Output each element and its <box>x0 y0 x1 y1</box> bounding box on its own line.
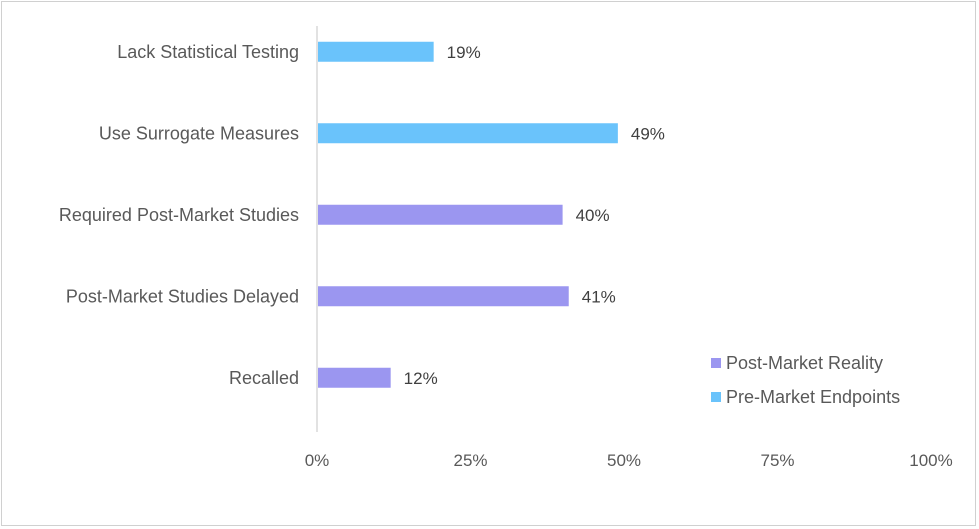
legend-label: Post-Market Reality <box>726 353 883 373</box>
data-label: 12% <box>404 369 438 388</box>
data-label: 40% <box>576 206 610 225</box>
bar-pre-market-endpoints <box>318 41 434 62</box>
bars-group <box>318 41 618 388</box>
x-tick-label: 0% <box>305 451 330 470</box>
data-label: 19% <box>447 43 481 62</box>
legend-swatch <box>711 392 721 402</box>
category-label: Use Surrogate Measures <box>99 123 299 143</box>
bar-post-market-reality <box>318 204 563 225</box>
legend-swatch <box>711 358 721 368</box>
category-label: Required Post-Market Studies <box>59 205 299 225</box>
data-label: 41% <box>582 287 616 306</box>
category-label: Lack Statistical Testing <box>117 42 299 62</box>
category-label: Recalled <box>229 368 299 388</box>
x-tick-label: 100% <box>909 451 952 470</box>
data-label: 49% <box>631 124 665 143</box>
bar-post-market-reality <box>318 367 391 388</box>
data-labels: 19% 49% 40% 41% 12% <box>404 43 665 388</box>
x-tick-label: 50% <box>607 451 641 470</box>
legend-label: Pre-Market Endpoints <box>726 387 900 407</box>
x-tick-label: 25% <box>453 451 487 470</box>
bar-pre-market-endpoints <box>318 123 618 144</box>
x-axis-ticks: 0% 25% 50% 75% 100% <box>305 451 953 470</box>
category-label: Post-Market Studies Delayed <box>66 286 299 306</box>
legend: Post-Market Reality Pre-Market Endpoints <box>711 353 900 407</box>
bar-post-market-reality <box>318 286 569 307</box>
x-tick-label: 75% <box>760 451 794 470</box>
category-labels: Lack Statistical Testing Use Surrogate Me… <box>59 42 299 388</box>
